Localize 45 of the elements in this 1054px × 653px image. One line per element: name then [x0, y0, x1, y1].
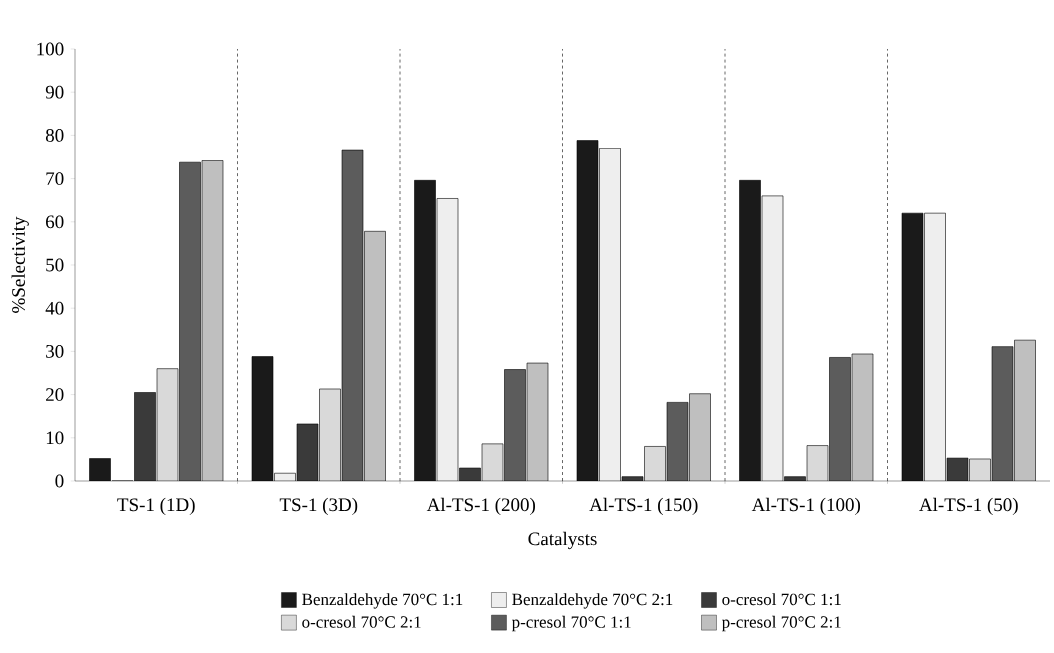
bar	[414, 180, 436, 481]
bar	[991, 346, 1014, 481]
legend-label: p-cresol 70°C 1:1	[511, 615, 631, 632]
y-tick-label: 70	[46, 172, 64, 186]
x-tick-label: Al-TS-1 (50)	[919, 497, 1018, 516]
y-tick-label: 100	[37, 42, 64, 56]
legend-label: Benzaldehyde 70°C 2:1	[512, 593, 673, 609]
bar	[762, 195, 784, 481]
bar	[739, 180, 761, 481]
bar	[202, 160, 223, 481]
bar	[1014, 339, 1036, 481]
bar	[364, 231, 386, 481]
bar	[179, 162, 201, 481]
bar	[504, 369, 526, 481]
bar	[829, 357, 851, 481]
bar	[577, 140, 598, 481]
y-tick-label: 0	[55, 474, 64, 488]
bar	[924, 212, 946, 481]
bar	[342, 150, 363, 481]
legend-label: Benzaldehyde 70°C 1:1	[302, 593, 463, 609]
bar	[644, 446, 666, 481]
bar	[901, 212, 924, 481]
y-tick-label: 80	[45, 128, 64, 142]
y-tick-label: 50	[46, 258, 64, 272]
bar	[599, 148, 621, 481]
legend-label: o-cresol 70°C 1:1	[722, 593, 841, 606]
y-tick-label: 20	[46, 388, 64, 402]
y-tick-label: 30	[46, 344, 64, 358]
y-tick-label: 10	[46, 431, 64, 445]
x-tick-label: Al-TS-1 (100)	[751, 497, 861, 516]
x-tick-label: Al-TS-1 (200)	[426, 497, 536, 516]
y-tick-label: 90	[45, 85, 64, 99]
y-tick-label: 40	[45, 301, 64, 315]
legend-label: p-cresol 70°C 2:1	[721, 615, 841, 632]
bar	[319, 388, 341, 481]
x-tick-label: Al-TS-1 (150)	[589, 497, 698, 516]
x-tick-label: TS-1 (1D)	[117, 497, 195, 516]
bar	[134, 392, 156, 481]
y-axis-title: %Selectivity	[11, 216, 29, 313]
legend-label: o-cresol 70°C 2:1	[302, 615, 421, 628]
x-tick-label: TS-1 (3D)	[279, 497, 358, 516]
x-axis-title: Catalysts	[528, 531, 597, 550]
bar	[689, 393, 711, 481]
bar	[437, 198, 458, 481]
y-tick-label: 60	[46, 215, 64, 229]
